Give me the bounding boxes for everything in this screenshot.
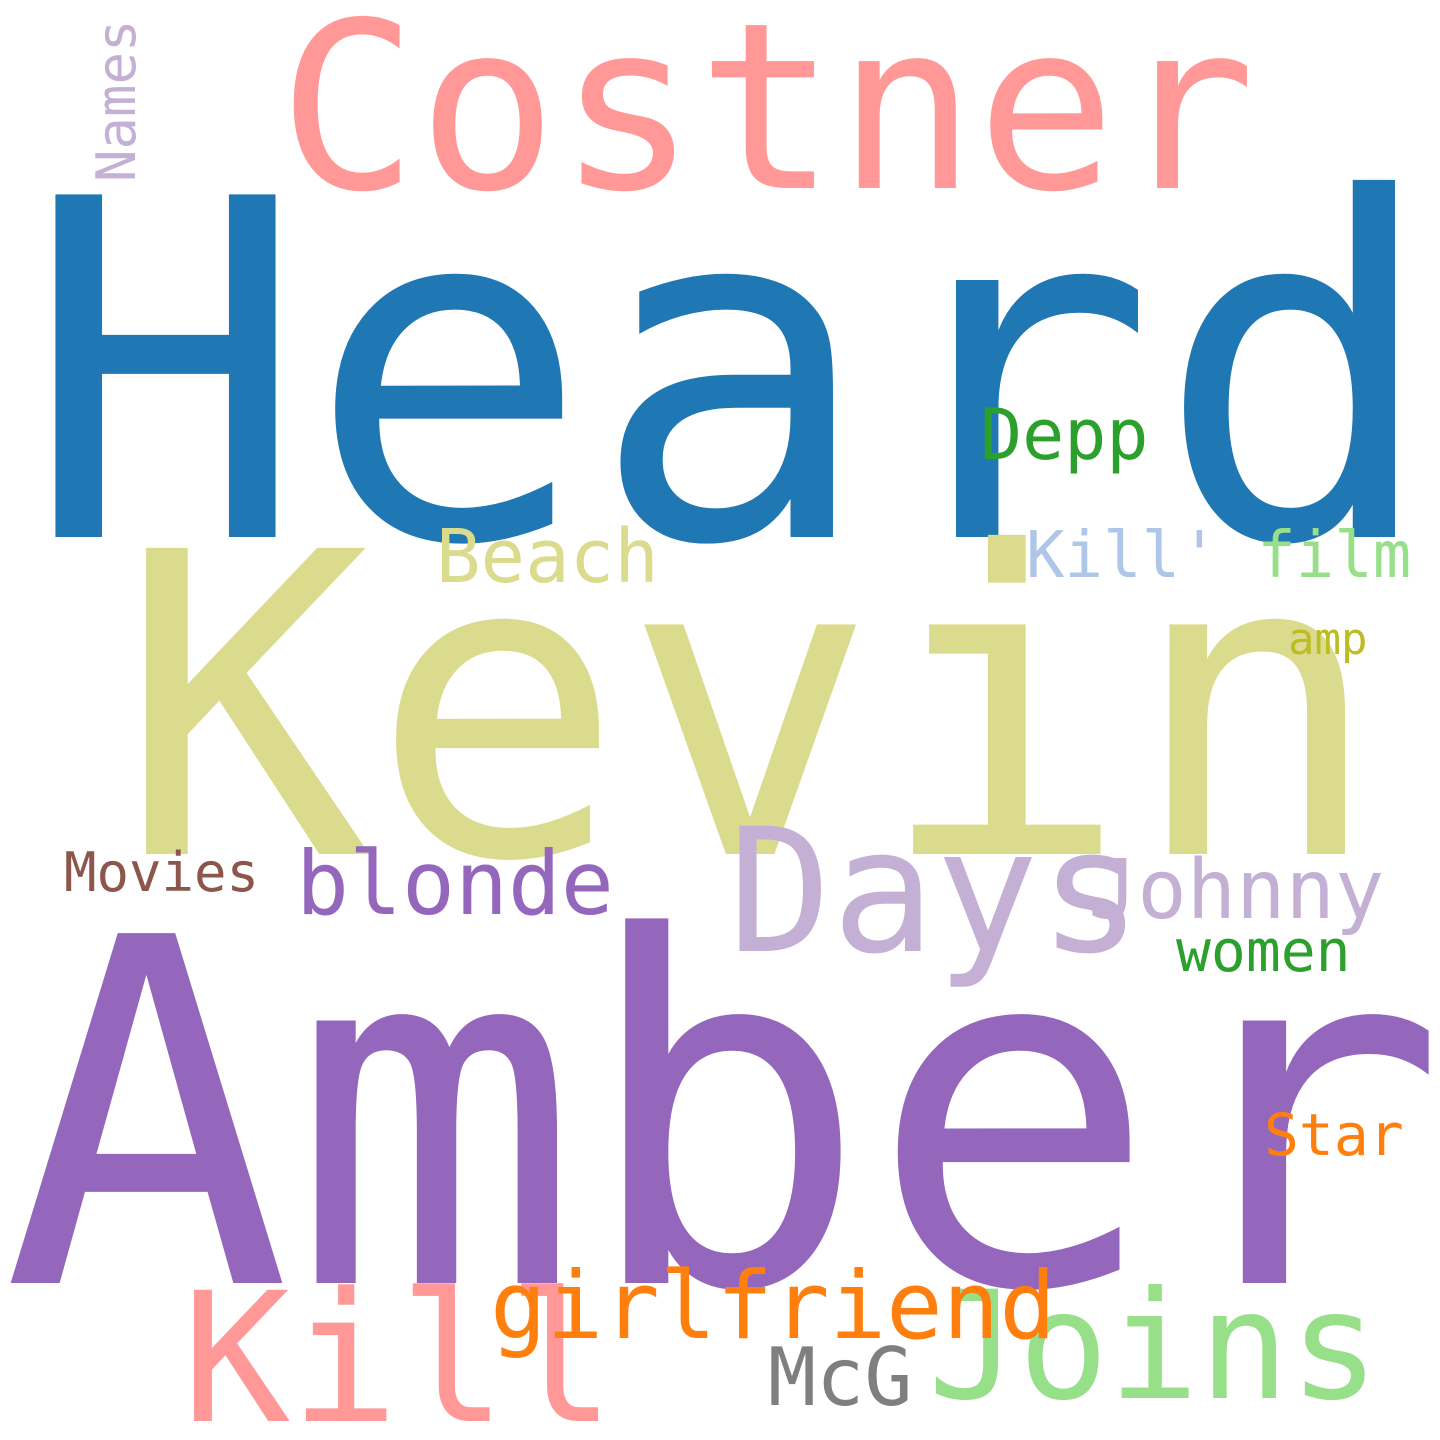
word-amp: amp <box>1288 614 1368 665</box>
word-kill-film-part-a: Kill' <box>1026 519 1219 593</box>
word-girlfriend: girlfriend <box>490 1252 1056 1361</box>
word-johnny: Johnny <box>1088 843 1385 938</box>
word-mcg: McG <box>768 1331 913 1424</box>
word-beach: Beach <box>436 514 659 600</box>
word-kill: Kill <box>182 1255 616 1440</box>
word-kill-film-part-b: film <box>1218 519 1412 593</box>
word-names: Names <box>85 19 148 182</box>
word-days: Days <box>728 791 1143 992</box>
word-costner: Costner <box>278 0 1256 243</box>
word-heard: Heard <box>24 101 1439 648</box>
word-joins: Joins <box>928 1260 1380 1434</box>
word-movies: Movies <box>64 841 260 904</box>
word-depp: Depp <box>980 394 1149 476</box>
word-star: Star <box>1264 1101 1404 1169</box>
word-kill-film: Kill' film <box>1026 524 1411 588</box>
word-blonde: blonde <box>296 832 614 935</box>
word-women: women <box>1176 917 1351 985</box>
word-kevin: Kevin <box>118 465 1383 954</box>
word-amber: Amber <box>2 838 1440 1397</box>
